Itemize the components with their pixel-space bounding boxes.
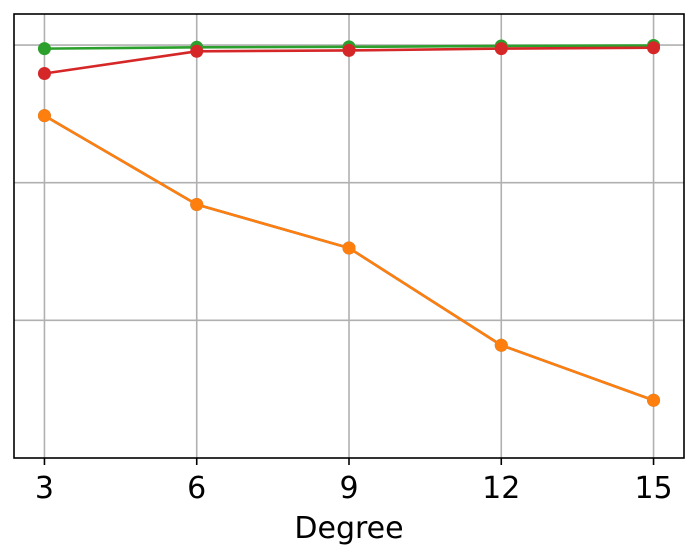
series-4-point-9 (342, 241, 356, 255)
x-tick-label-6: 6 (187, 471, 206, 506)
series-2 (37, 41, 661, 80)
x-axis-label: Degree (294, 511, 403, 546)
series-group (37, 39, 661, 407)
x-tick-label-12: 12 (482, 471, 520, 506)
x-axis: 3 6 9 12 15 (35, 458, 673, 506)
series-4-point-3 (37, 109, 51, 123)
series-4 (37, 109, 661, 407)
series-2-point-9 (342, 43, 356, 57)
series-4-point-15 (647, 393, 661, 407)
grid (14, 14, 684, 458)
series-1-point-3 (37, 42, 51, 56)
series-2-point-6 (190, 44, 204, 58)
series-2-point-15 (647, 41, 661, 55)
x-tick-label-3: 3 (35, 471, 54, 506)
series-2-point-3 (37, 66, 51, 80)
series-4-point-6 (190, 197, 204, 211)
series-4-point-12 (494, 338, 508, 352)
series-2-point-12 (494, 42, 508, 56)
x-tick-label-15: 15 (634, 471, 672, 506)
x-tick-label-9: 9 (339, 471, 358, 506)
